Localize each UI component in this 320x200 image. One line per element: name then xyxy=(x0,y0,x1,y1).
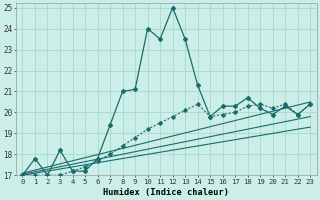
X-axis label: Humidex (Indice chaleur): Humidex (Indice chaleur) xyxy=(103,188,229,197)
